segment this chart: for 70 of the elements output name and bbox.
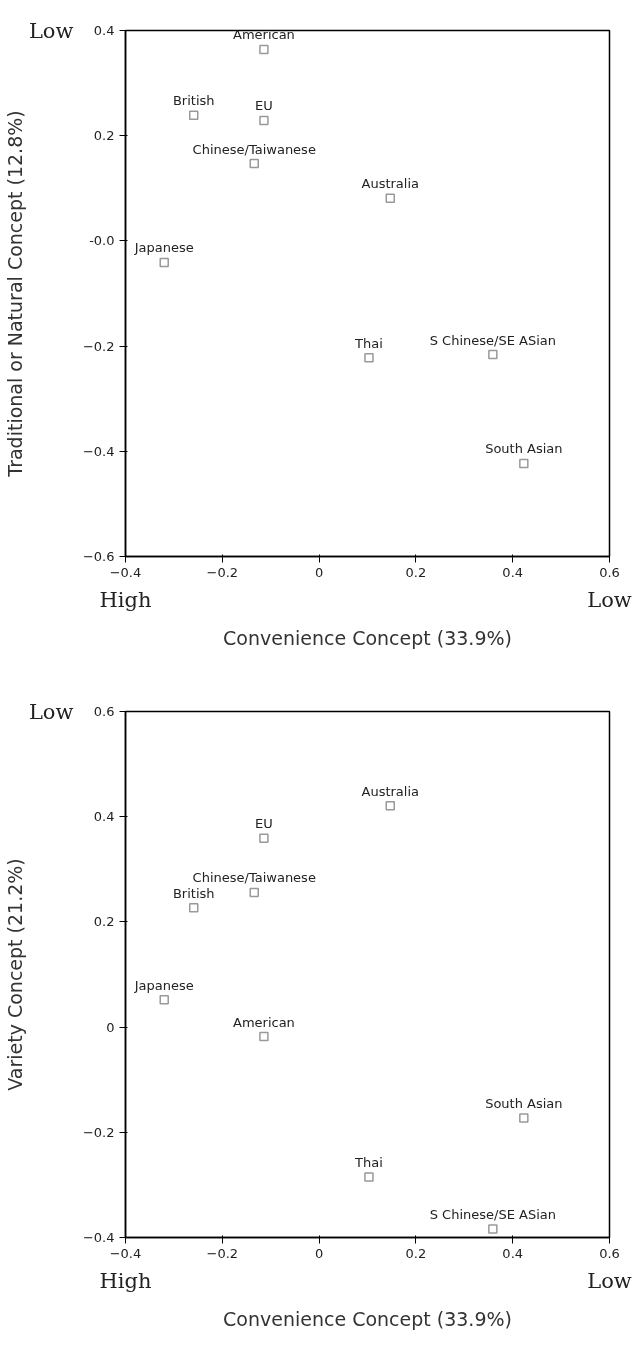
y-tick-label: −0.4 <box>82 443 115 459</box>
annotation: S Chinese/SE ASian <box>429 332 556 348</box>
text: Low <box>587 587 632 612</box>
point <box>249 158 259 169</box>
point <box>259 44 269 55</box>
text: Low <box>587 1268 632 1293</box>
annotation: Japanese <box>133 240 194 256</box>
point <box>364 352 374 363</box>
x-tick-label: 0.6 <box>599 564 620 580</box>
annotation: EU <box>255 816 273 832</box>
annotation: Chinese/Taiwanese <box>192 141 316 157</box>
annotation: Australia <box>361 783 420 799</box>
point <box>249 887 259 898</box>
y-tick-label: 0.2 <box>93 128 115 144</box>
x-tick-label: −0.4 <box>109 1245 142 1261</box>
text: High <box>99 1268 152 1293</box>
x-tick-label: −0.4 <box>109 564 142 580</box>
annotation: South Asian <box>485 441 563 457</box>
annotation: Australia <box>361 176 420 192</box>
annotation: British <box>172 93 215 109</box>
annotation: Japanese <box>133 977 194 993</box>
point <box>259 115 269 126</box>
annotation: South Asian <box>485 1096 563 1112</box>
y-tick-label: 0.4 <box>93 809 115 825</box>
annotation: American <box>232 1014 295 1030</box>
y-tick-label: 0 <box>106 1019 115 1035</box>
y-tick-label: −0.2 <box>82 338 115 354</box>
x-tick-label: 0.2 <box>405 564 427 580</box>
annotation: S Chinese/SE ASian <box>429 1207 556 1223</box>
annotation: American <box>232 27 295 43</box>
x-tick-label: 0 <box>314 564 324 580</box>
annotation: Chinese/Taiwanese <box>192 870 316 886</box>
y-axis-title: Variety Concept (21.2%) <box>3 858 26 1091</box>
x-tick-label: 0.2 <box>405 1245 427 1261</box>
point <box>159 995 169 1005</box>
x-axis-title: Convenience Concept (33.9%) <box>223 1307 512 1330</box>
y-tick-label: −0.6 <box>82 549 115 564</box>
x-tick-label: −0.2 <box>206 1245 239 1261</box>
y-axis-title: Traditional or Natural Concept (12.8%) <box>3 110 26 478</box>
text: Low <box>28 699 74 724</box>
point <box>385 800 395 811</box>
annotation: Thai <box>354 335 383 351</box>
annotation: Thai <box>354 1155 383 1171</box>
point <box>488 349 498 360</box>
x-axis-title: Convenience Concept (33.9%) <box>223 626 512 649</box>
point <box>259 1031 269 1042</box>
point <box>188 110 199 120</box>
y-tick-label: 0.2 <box>93 914 115 930</box>
point <box>364 1172 374 1182</box>
y-tick-label: -0.0 <box>89 233 115 249</box>
annotation: British <box>172 885 215 901</box>
x-tick-label: 0.6 <box>599 1245 620 1261</box>
x-tick-label: −0.2 <box>206 564 239 580</box>
text: High <box>99 587 152 612</box>
y-tick-label: 0.4 <box>93 23 115 38</box>
annotation: EU <box>255 98 273 114</box>
point <box>188 902 199 913</box>
text: Low <box>28 18 74 43</box>
point <box>519 458 529 469</box>
point <box>259 833 269 844</box>
point <box>519 1113 529 1123</box>
point <box>488 1224 498 1234</box>
y-tick-label: −0.2 <box>82 1124 115 1140</box>
y-tick-label: −0.4 <box>82 1230 115 1245</box>
point <box>159 257 169 268</box>
y-tick-label: 0.6 <box>93 704 115 719</box>
point <box>385 193 395 204</box>
x-tick-label: 0.4 <box>502 1245 524 1261</box>
x-tick-label: 0 <box>314 1245 324 1261</box>
x-tick-label: 0.4 <box>502 564 524 580</box>
